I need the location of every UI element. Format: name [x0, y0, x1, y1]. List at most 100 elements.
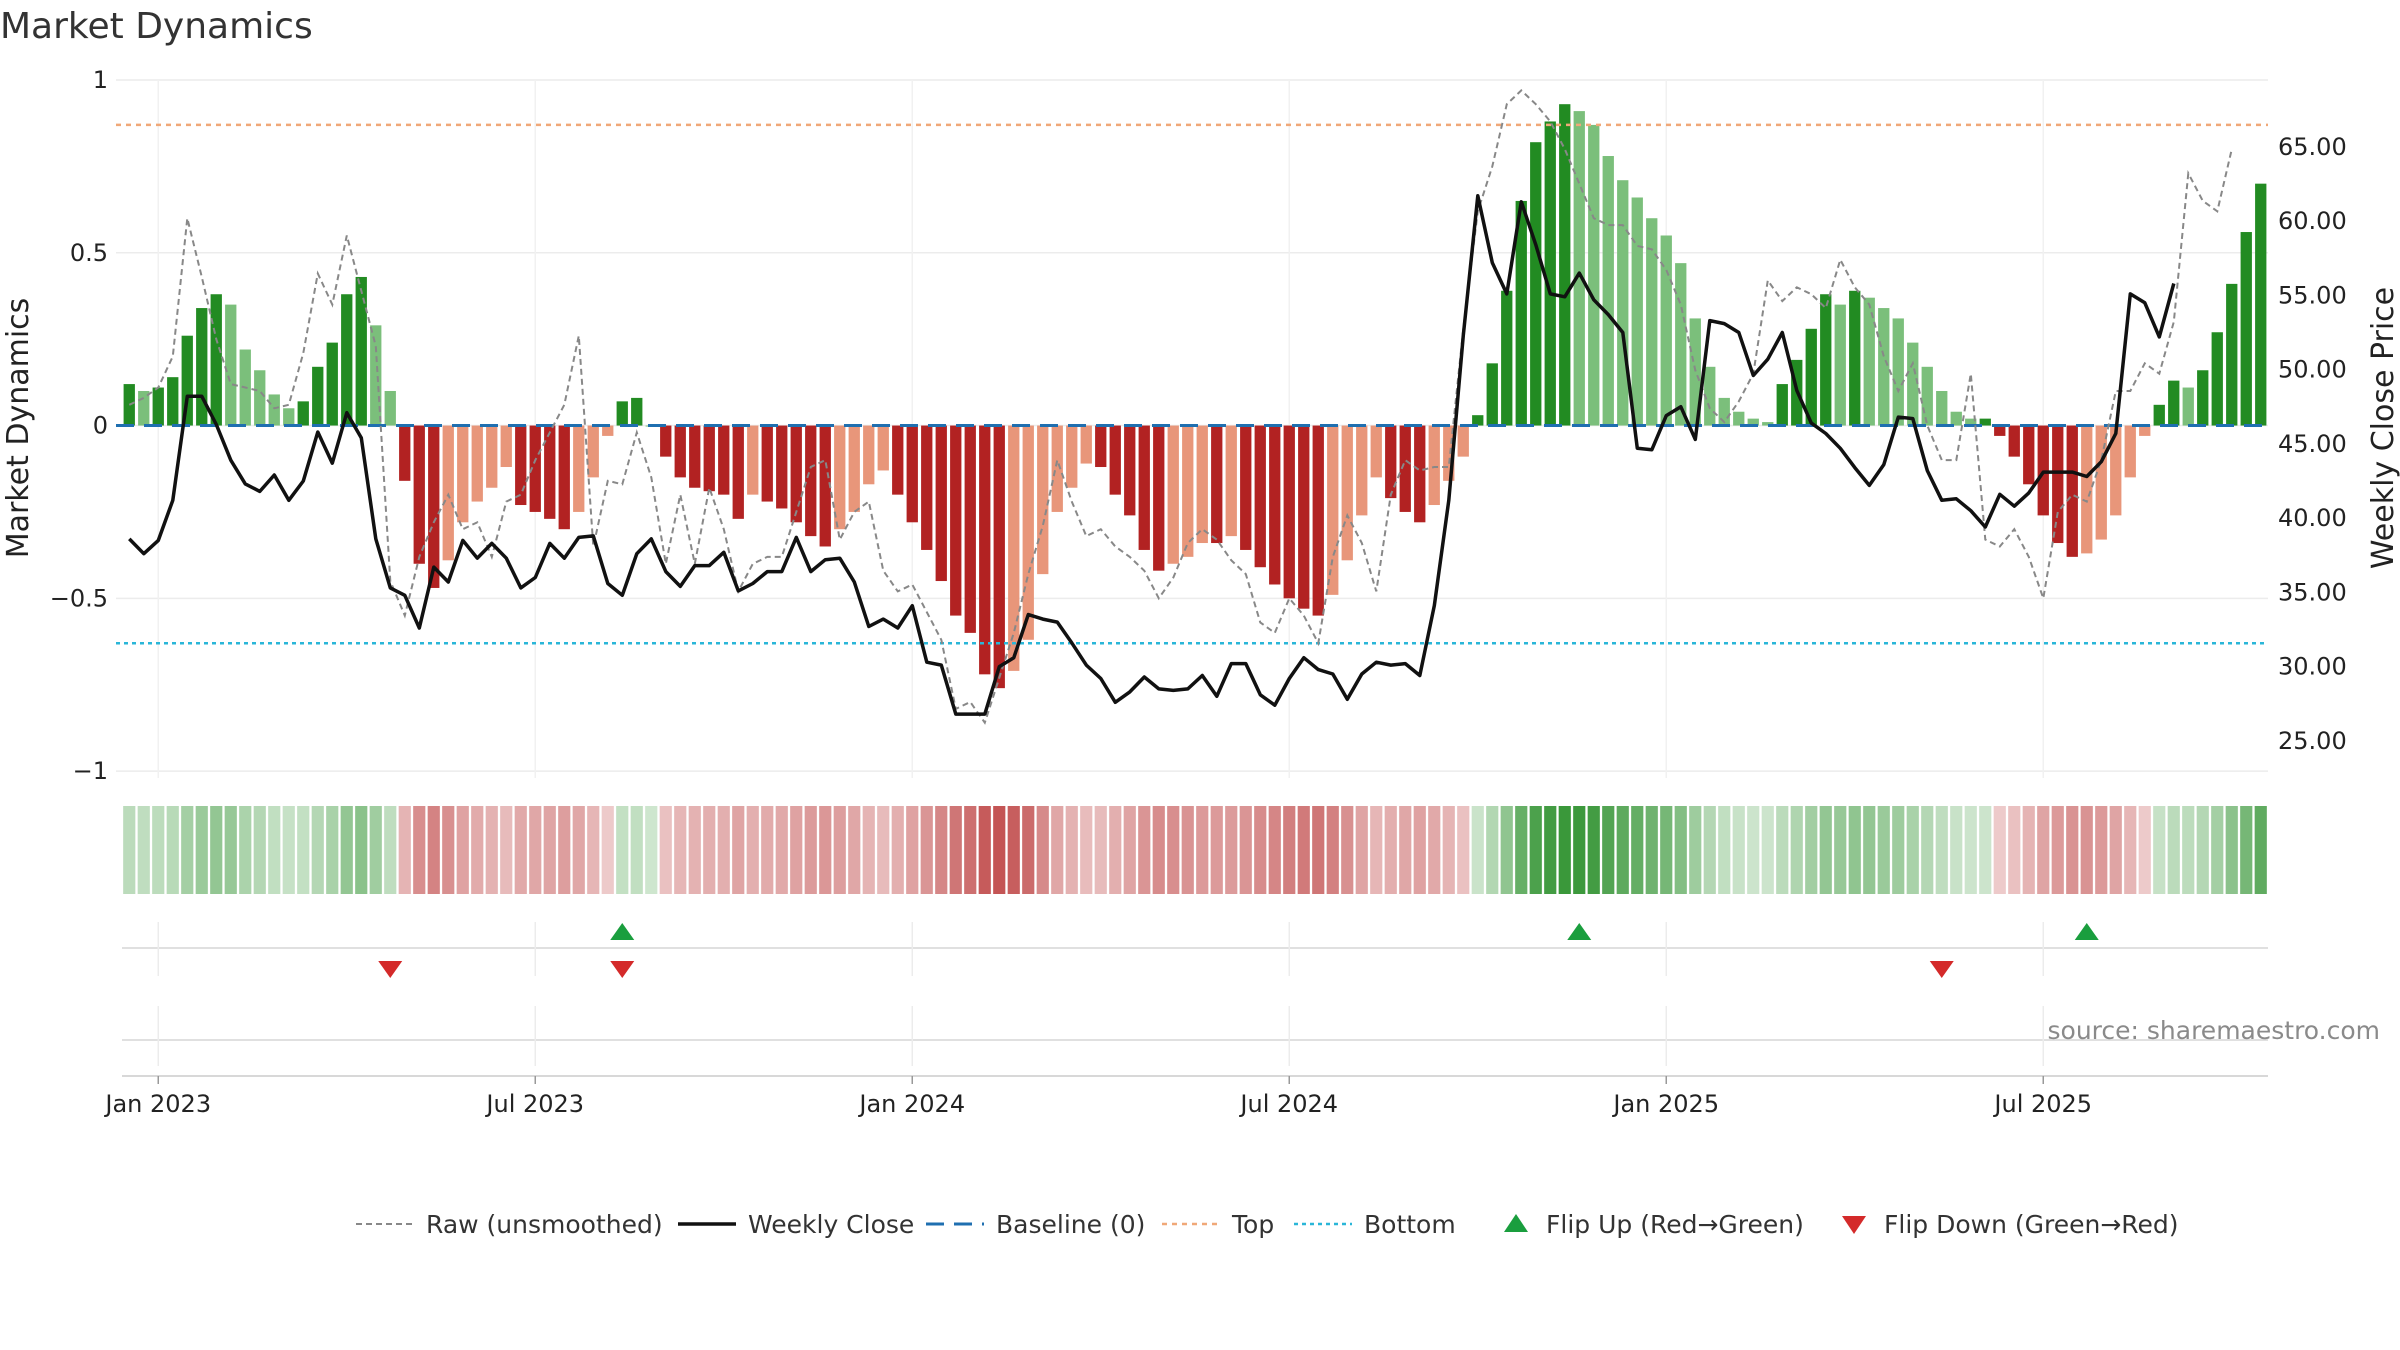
heat-cell — [268, 806, 281, 894]
right-tick-label: 40.00 — [2278, 504, 2347, 532]
dynamics-bar — [2052, 425, 2064, 544]
heat-cell — [1544, 806, 1557, 894]
heat-cell — [123, 806, 136, 894]
heat-cell — [1225, 806, 1238, 894]
dynamics-bar — [1849, 290, 1861, 426]
x-tick-label: Jul 2023 — [484, 1090, 584, 1118]
heat-cell — [1660, 806, 1673, 894]
dynamics-bar — [1211, 425, 1223, 544]
heat-cell — [717, 806, 730, 894]
heat-cell — [732, 806, 745, 894]
dynamics-bar — [399, 425, 411, 481]
heat-cell — [398, 806, 411, 894]
x-tick-label: Jul 2024 — [1238, 1090, 1338, 1118]
heat-cell — [1094, 806, 1107, 894]
dynamics-bar — [1037, 425, 1049, 575]
dynamics-bar — [1878, 308, 1890, 426]
heat-cell — [587, 806, 600, 894]
dynamics-bar — [660, 425, 672, 457]
right-tick-label: 55.00 — [2278, 281, 2347, 309]
heat-cell — [1950, 806, 1963, 894]
dynamics-bar — [225, 304, 237, 426]
heat-cell — [1819, 806, 1832, 894]
heat-cell — [1674, 806, 1687, 894]
dynamics-bar — [2023, 425, 2035, 485]
dynamics-bar — [1501, 290, 1513, 426]
dynamics-bar — [2240, 232, 2252, 426]
heat-cell — [659, 806, 672, 894]
dynamics-bar — [616, 401, 628, 426]
heat-cell — [514, 806, 527, 894]
heat-cell — [2182, 806, 2195, 894]
heat-cell — [1718, 806, 1731, 894]
dynamics-bar — [2226, 283, 2238, 426]
heat-cell — [1355, 806, 1368, 894]
heat-cell — [964, 806, 977, 894]
dynamics-bar — [877, 425, 889, 471]
legend-swatch-flip-up — [1504, 1214, 1528, 1232]
heat-cell — [1573, 806, 1586, 894]
dynamics-bar — [1008, 425, 1020, 671]
dynamics-bar — [2139, 425, 2151, 436]
right-tick-label: 50.00 — [2278, 356, 2347, 384]
heat-cell — [1602, 806, 1615, 894]
heat-cell — [311, 806, 324, 894]
dynamics-bar — [1588, 124, 1600, 426]
dynamics-bar — [254, 370, 266, 426]
dynamics-bar — [152, 387, 164, 426]
heat-cell — [1109, 806, 1122, 894]
heat-cell — [2022, 806, 2035, 894]
dynamics-bar — [1356, 425, 1368, 516]
dynamics-bar — [297, 401, 309, 426]
dynamics-bar — [1660, 235, 1672, 426]
dynamics-bar — [674, 425, 686, 478]
flip-down-marker — [378, 961, 403, 978]
heat-cell — [1616, 806, 1629, 894]
dynamics-bar — [2008, 425, 2020, 457]
heat-cell — [1877, 806, 1890, 894]
heat-cell — [1834, 806, 1847, 894]
heat-cell — [819, 806, 832, 894]
heat-cell — [2211, 806, 2224, 894]
dynamics-bar — [1385, 425, 1397, 499]
heat-cell — [1761, 806, 1774, 894]
heat-cell — [239, 806, 252, 894]
heat-cell — [1428, 806, 1441, 894]
heat-cell — [1645, 806, 1658, 894]
heat-cell — [1906, 806, 1919, 894]
dynamics-bar — [428, 425, 440, 588]
dynamics-bar — [210, 294, 222, 426]
dynamics-bar — [1675, 263, 1687, 426]
dynamics-bar — [268, 394, 280, 426]
dynamics-bar — [1298, 425, 1310, 609]
heat-cell — [949, 806, 962, 894]
chart-title: Market Dynamics — [0, 6, 313, 47]
dynamics-bar — [1327, 425, 1339, 595]
heat-cell — [1181, 806, 1194, 894]
heat-cell — [1689, 806, 1702, 894]
heat-cell — [2254, 806, 2267, 894]
flip-down-marker — [1929, 961, 1954, 978]
heat-cell — [1515, 806, 1528, 894]
heat-cell — [1138, 806, 1151, 894]
dynamics-bar — [776, 425, 788, 509]
heat-cell — [326, 806, 339, 894]
heat-cell — [1486, 806, 1499, 894]
heat-cell — [1892, 806, 1905, 894]
heat-cell — [166, 806, 179, 894]
heat-cell — [543, 806, 556, 894]
dynamics-bar — [834, 425, 846, 530]
heat-cell — [1471, 806, 1484, 894]
dynamics-bar — [1486, 363, 1498, 426]
dynamics-bar — [1153, 425, 1165, 571]
heat-cell — [1123, 806, 1136, 894]
heat-cell — [1065, 806, 1078, 894]
dynamics-bar — [123, 384, 135, 426]
heat-cell — [558, 806, 571, 894]
x-tick-label: Jan 2023 — [103, 1090, 211, 1118]
heat-cell — [2066, 806, 2079, 894]
heat-cell — [674, 806, 687, 894]
heat-cell — [195, 806, 208, 894]
dynamics-bar — [718, 425, 730, 495]
left-axis-title: Market Dynamics — [1, 298, 36, 559]
